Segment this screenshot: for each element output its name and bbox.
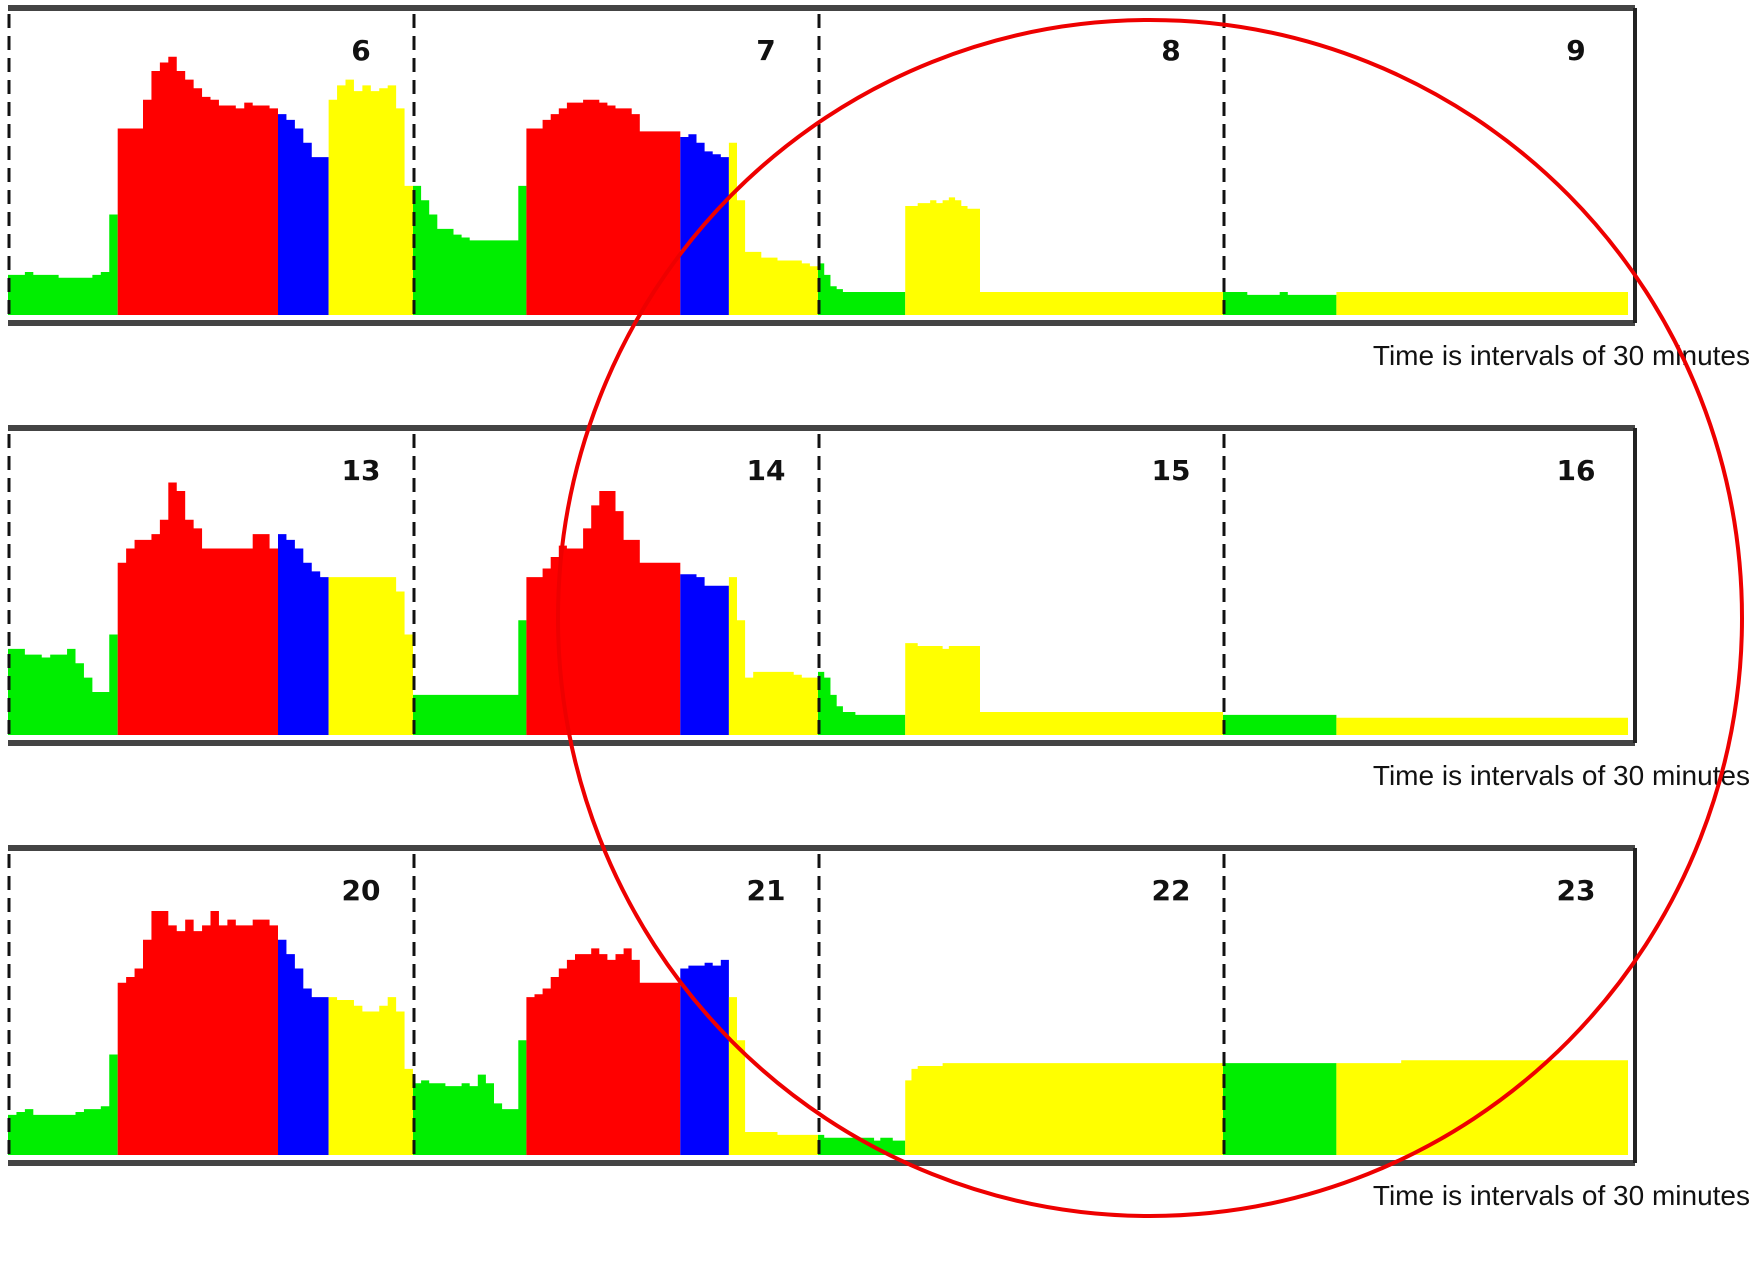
series-green-day-23 bbox=[1223, 1063, 1337, 1155]
series-yellow-day-20 bbox=[328, 997, 413, 1155]
series-green-day-9 bbox=[1223, 292, 1337, 315]
series-green-day-14 bbox=[413, 620, 527, 735]
day-label: 6 bbox=[351, 34, 370, 67]
x-axis-caption: Time is intervals of 30 minutes bbox=[1373, 340, 1750, 371]
series-red-day-20 bbox=[117, 911, 278, 1155]
series-blue-day-20 bbox=[278, 939, 329, 1155]
series-yellow-day-9 bbox=[1336, 292, 1628, 315]
day-label: 21 bbox=[747, 874, 786, 907]
day-label: 13 bbox=[342, 454, 381, 487]
series-green-day-20 bbox=[8, 1054, 118, 1155]
chart-panel-2: 13 14 15 16 Time is intervals of 30 minutes bbox=[7, 425, 1750, 791]
series-yellow-day-22 bbox=[905, 1063, 1223, 1155]
series-yellow-day-23 bbox=[1336, 1060, 1628, 1155]
series-yellow-day-15 bbox=[905, 643, 1223, 735]
series-green-day-8 bbox=[818, 263, 906, 315]
day-label: 9 bbox=[1566, 34, 1585, 67]
series-blue-day-14 bbox=[680, 574, 729, 735]
day-label: 16 bbox=[1557, 454, 1596, 487]
series-green-day-7 bbox=[413, 185, 527, 315]
day-label: 15 bbox=[1152, 454, 1191, 487]
series-yellow-day-7 bbox=[728, 142, 818, 315]
series-yellow-day-14 bbox=[728, 577, 818, 735]
series-green-day-13 bbox=[8, 634, 118, 735]
x-axis-caption: Time is intervals of 30 minutes bbox=[1373, 1180, 1750, 1211]
chart-panel-3: 20 21 22 23 Time is intervals of 30 minutes bbox=[7, 845, 1750, 1211]
series-yellow-day-21 bbox=[728, 997, 818, 1155]
series-yellow-day-16 bbox=[1336, 717, 1628, 735]
series-blue-day-6 bbox=[278, 114, 329, 315]
series-green-day-16 bbox=[1223, 714, 1337, 735]
day-label: 7 bbox=[756, 34, 775, 67]
series-red-day-13 bbox=[117, 482, 278, 735]
series-red-day-7 bbox=[526, 99, 681, 315]
series-red-day-21 bbox=[526, 948, 681, 1155]
x-axis-caption: Time is intervals of 30 minutes bbox=[1373, 760, 1750, 791]
series-green-day-6 bbox=[8, 214, 118, 315]
highlight-circle-annotation bbox=[556, 18, 1744, 1218]
series-yellow-day-6 bbox=[328, 79, 413, 315]
series-yellow-day-8 bbox=[905, 197, 1223, 315]
series-red-day-14 bbox=[526, 491, 681, 735]
series-green-day-21 bbox=[413, 1040, 527, 1155]
series-blue-day-13 bbox=[278, 534, 329, 735]
series-green-day-15 bbox=[818, 671, 906, 735]
day-label: 23 bbox=[1557, 874, 1596, 907]
series-green-day-22 bbox=[818, 1134, 906, 1155]
day-label: 14 bbox=[747, 454, 786, 487]
day-label: 8 bbox=[1161, 34, 1180, 67]
series-blue-day-21 bbox=[680, 959, 729, 1155]
chart-panel-1: 6 7 8 9 Time is intervals of 30 minutes bbox=[7, 5, 1750, 371]
day-label: 22 bbox=[1152, 874, 1191, 907]
day-label: 20 bbox=[342, 874, 381, 907]
series-yellow-day-13 bbox=[328, 577, 413, 735]
series-red-day-6 bbox=[117, 56, 278, 315]
